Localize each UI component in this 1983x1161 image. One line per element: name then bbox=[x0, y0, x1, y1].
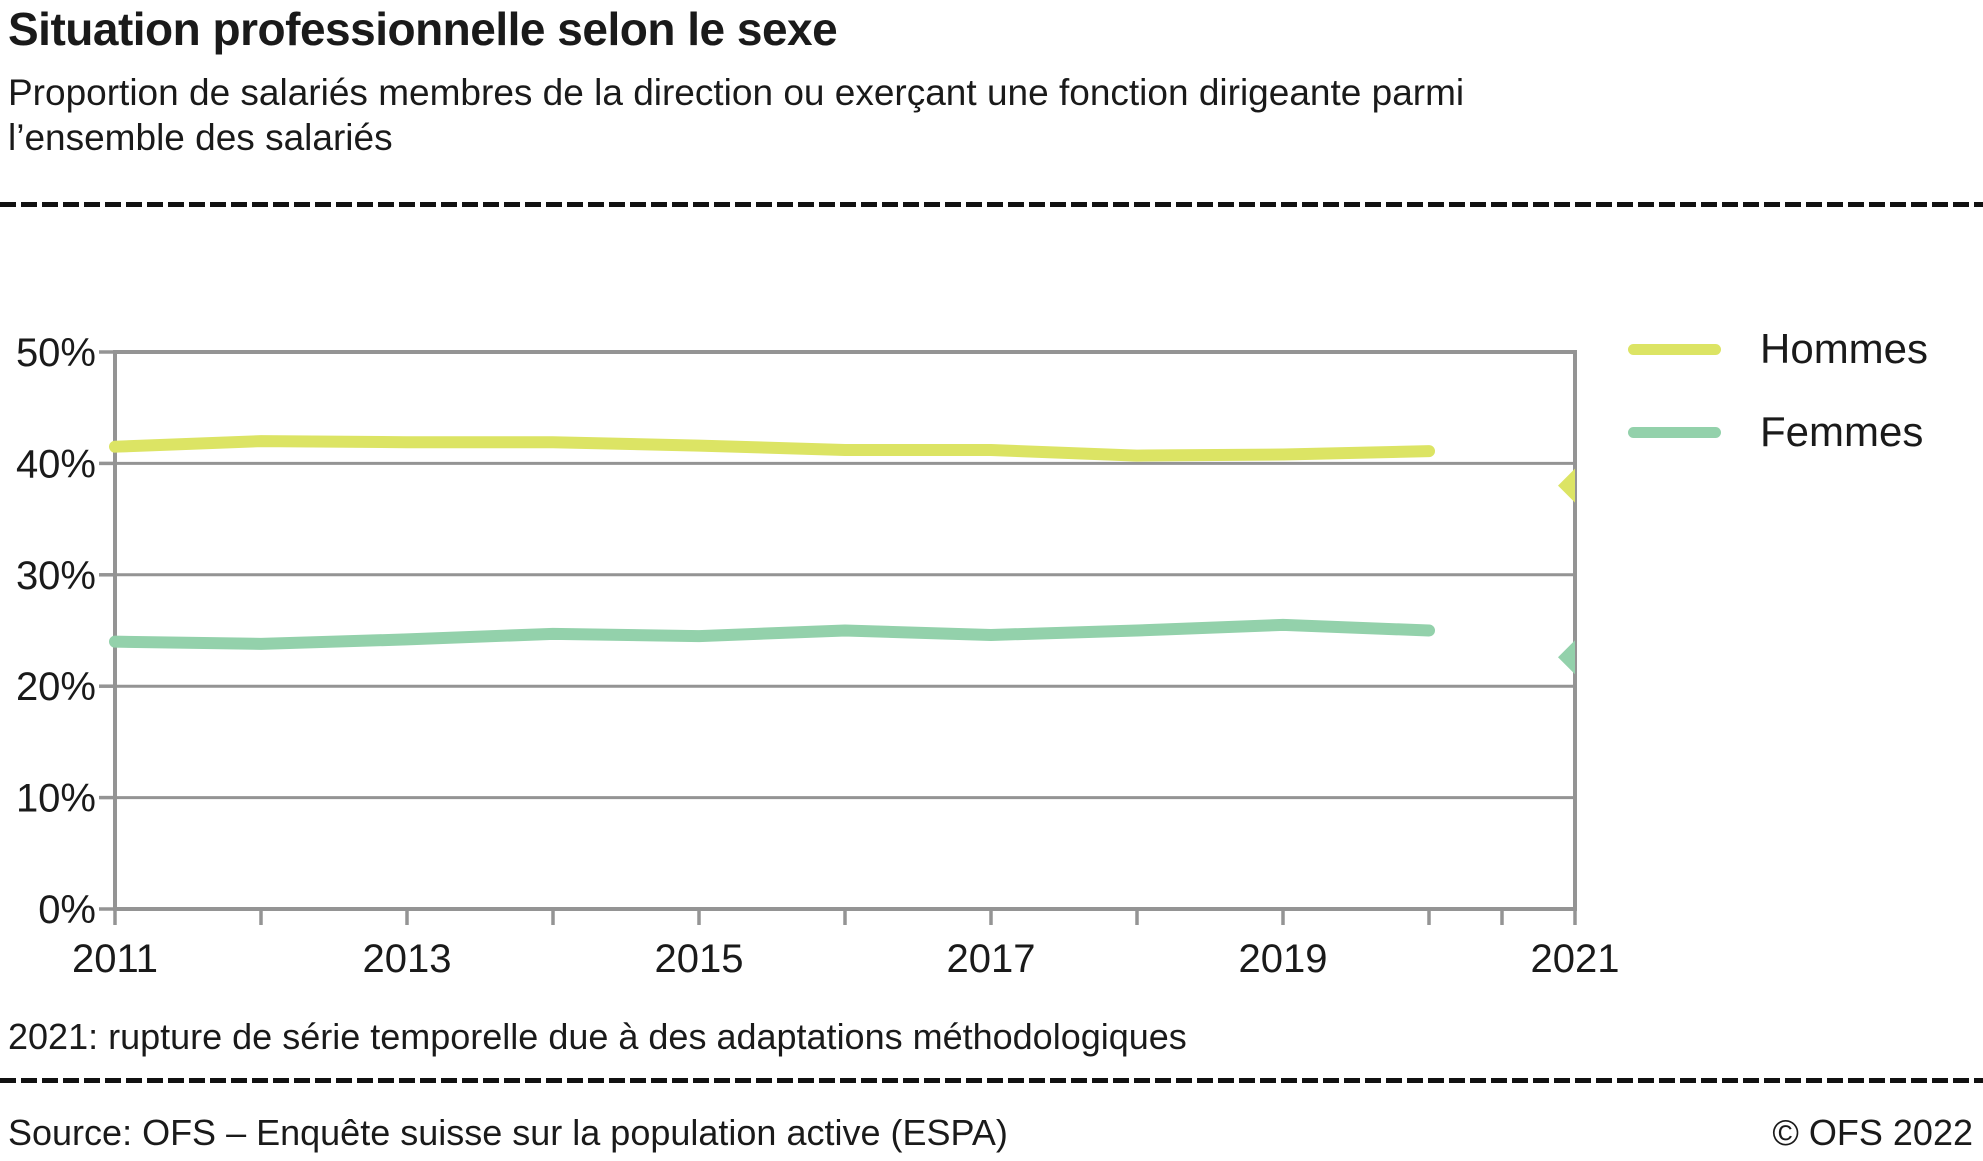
subtitle-line-1: Proportion de salariés membres de la dir… bbox=[8, 72, 1465, 113]
dashed-divider-top bbox=[0, 202, 1983, 207]
source-text: Source: OFS – Enquête suisse sur la popu… bbox=[8, 1112, 1008, 1153]
x-tick-label: 2019 bbox=[1239, 937, 1328, 981]
x-tick-label: 2011 bbox=[72, 937, 158, 981]
legend-swatch-femmes bbox=[1628, 426, 1721, 438]
legend-label-hommes: Hommes bbox=[1760, 325, 1929, 372]
x-tick-label: 2013 bbox=[363, 937, 452, 981]
y-tick-label: 10% bbox=[16, 777, 96, 821]
x-tick-label: 2021 bbox=[1531, 937, 1620, 981]
x-tick-label: 2015 bbox=[655, 937, 744, 981]
page-title: Situation professionnelle selon le sexe bbox=[8, 3, 838, 55]
legend-swatch-hommes bbox=[1628, 343, 1721, 355]
y-tick-label: 20% bbox=[16, 665, 96, 709]
dashed-divider-bottom bbox=[0, 1078, 1983, 1083]
y-tick-label: 40% bbox=[16, 442, 96, 486]
series-line-femmes bbox=[109, 618, 1435, 650]
copyright-text: © OFS 2022 bbox=[1772, 1112, 1973, 1153]
y-tick-label: 30% bbox=[16, 554, 96, 598]
break-marker-hommes bbox=[1558, 468, 1575, 503]
x-tick-label: 2017 bbox=[947, 937, 1036, 981]
legend-item-hommes: Hommes bbox=[1628, 325, 1928, 373]
subtitle-line-2: l’ensemble des salariés bbox=[8, 117, 393, 159]
y-tick-label: 50% bbox=[16, 331, 96, 375]
legend-label-femmes: Femmes bbox=[1760, 408, 1924, 455]
page-subtitle: Proportion de salariés membres de la dir… bbox=[8, 70, 1464, 160]
y-tick-label: 0% bbox=[38, 888, 96, 932]
chart-footnote: 2021: rupture de série temporelle due à … bbox=[8, 1016, 1187, 1057]
break-marker-femmes bbox=[1558, 640, 1575, 675]
legend-item-femmes: Femmes bbox=[1628, 408, 1923, 456]
series-line-hommes bbox=[109, 435, 1435, 462]
